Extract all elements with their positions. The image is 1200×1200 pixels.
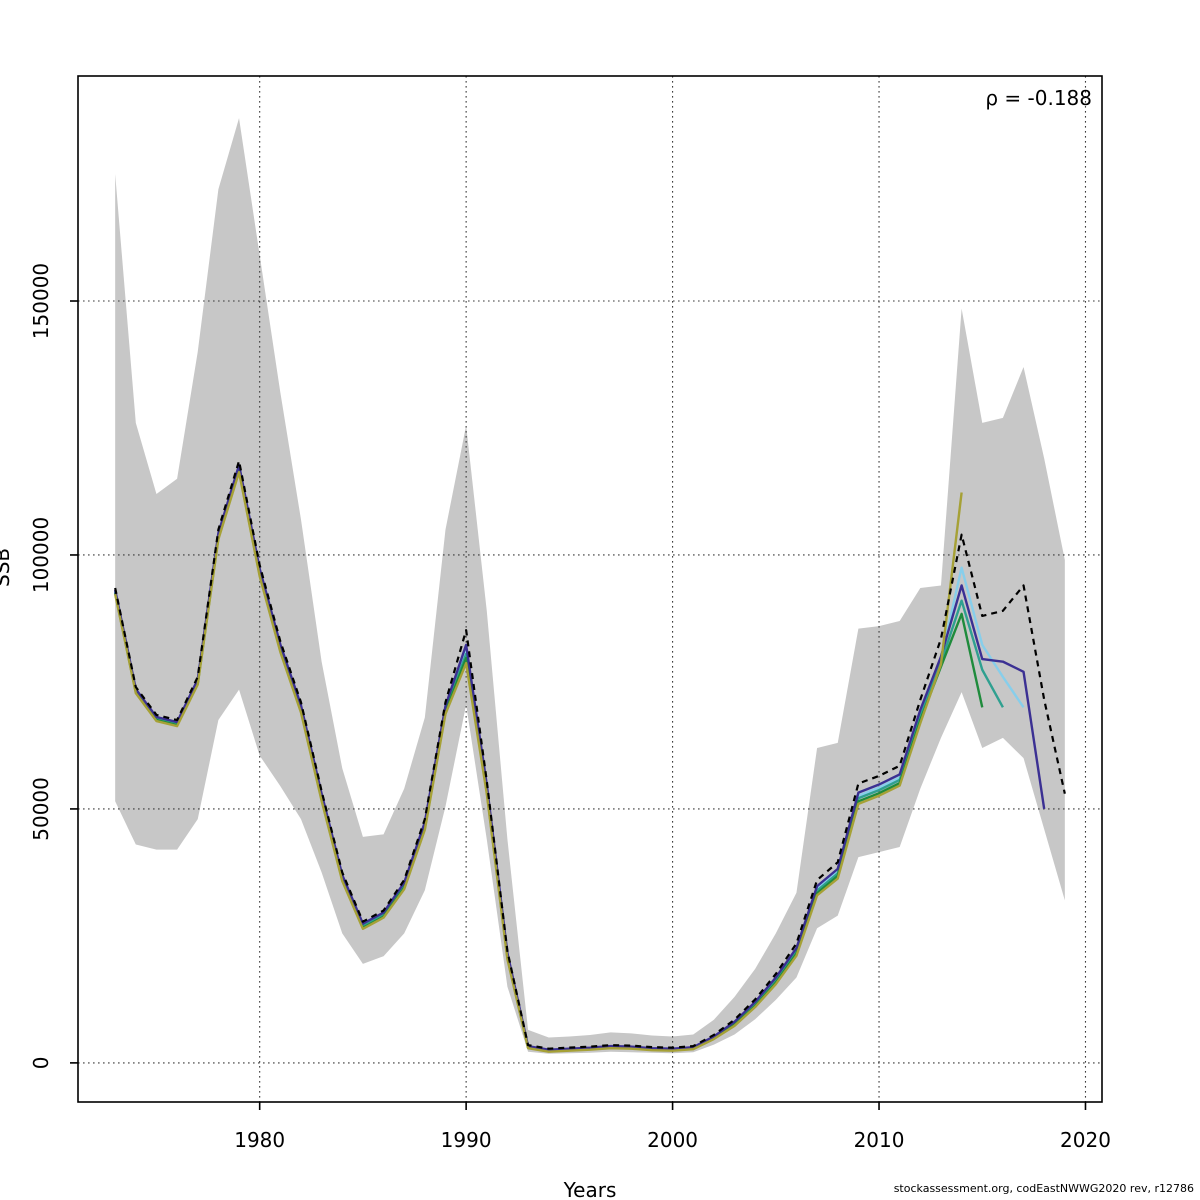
y-tick-label: 50000	[29, 777, 53, 841]
x-axis-title: Years	[563, 1178, 617, 1200]
confidence-band	[115, 118, 1065, 1054]
x-tick-label: 1990	[441, 1128, 492, 1152]
footer-credit: stockassessment.org, codEastNWWG2020 rev…	[893, 1182, 1194, 1195]
series-peel-2014	[113, 470, 963, 1053]
y-axis-title: SSB	[0, 547, 14, 587]
y-tick-label: 0	[29, 1057, 53, 1070]
x-tick-label: 2000	[647, 1128, 698, 1152]
x-tick-label: 2020	[1060, 1128, 1111, 1152]
plot-border	[77, 75, 1103, 1103]
plot-area	[78, 76, 1102, 1102]
y-tick-label: 150000	[29, 263, 53, 339]
x-tick-label: 2010	[854, 1128, 905, 1152]
x-tick-label: 1980	[234, 1128, 285, 1152]
y-tick-label: 100000	[29, 517, 53, 593]
series-base-run	[114, 459, 1066, 1050]
rho-label: ρ = -0.188	[985, 86, 1092, 110]
